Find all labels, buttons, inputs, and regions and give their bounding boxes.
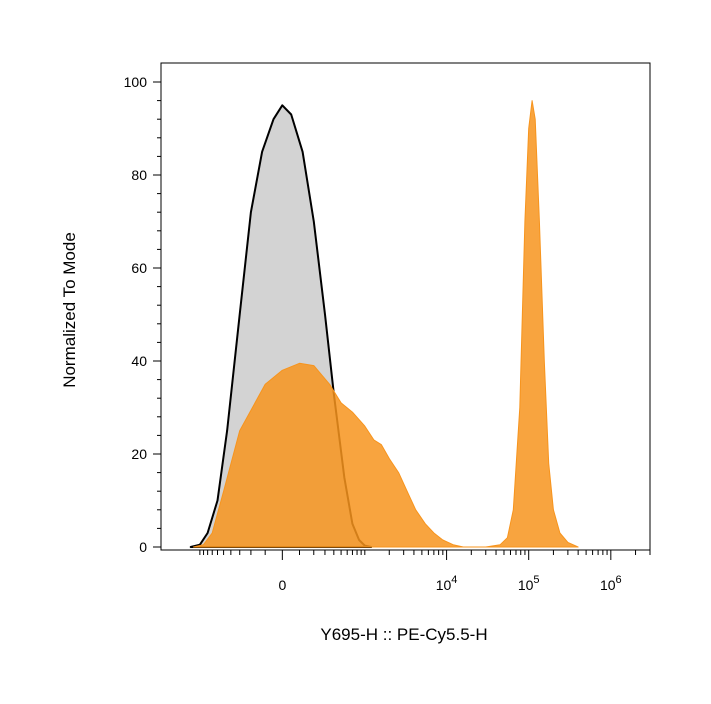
x-tick-exponent: 6 bbox=[616, 574, 622, 586]
y-tick-label-20: 20 bbox=[131, 446, 147, 462]
y-tick-label-0: 0 bbox=[139, 539, 147, 555]
x-tick-exponent: 5 bbox=[533, 574, 539, 586]
plot-frame bbox=[160, 62, 651, 551]
x-axis-title: Y695-H :: PE-Cy5.5-H bbox=[320, 625, 487, 644]
y-tick-label-60: 60 bbox=[131, 260, 147, 276]
y-axis: 0 20 40 60 80 100 bbox=[124, 74, 161, 555]
y-tick-label-100: 100 bbox=[124, 74, 148, 90]
x-tick-label-100000: 105 bbox=[518, 574, 540, 593]
x-tick-label-10000: 104 bbox=[436, 574, 458, 593]
series-1-area bbox=[193, 100, 579, 548]
x-tick-label-0: 0 bbox=[278, 577, 286, 593]
x-tick-exponent: 4 bbox=[451, 574, 457, 586]
y-tick-label-80: 80 bbox=[131, 167, 147, 183]
series-layer bbox=[189, 100, 579, 548]
x-tick-label-1000000: 106 bbox=[600, 574, 622, 593]
y-axis-title: Normalized To Mode bbox=[60, 232, 79, 388]
x-axis: 0 104 105 106 bbox=[199, 550, 651, 593]
y-tick-label-40: 40 bbox=[131, 353, 147, 369]
